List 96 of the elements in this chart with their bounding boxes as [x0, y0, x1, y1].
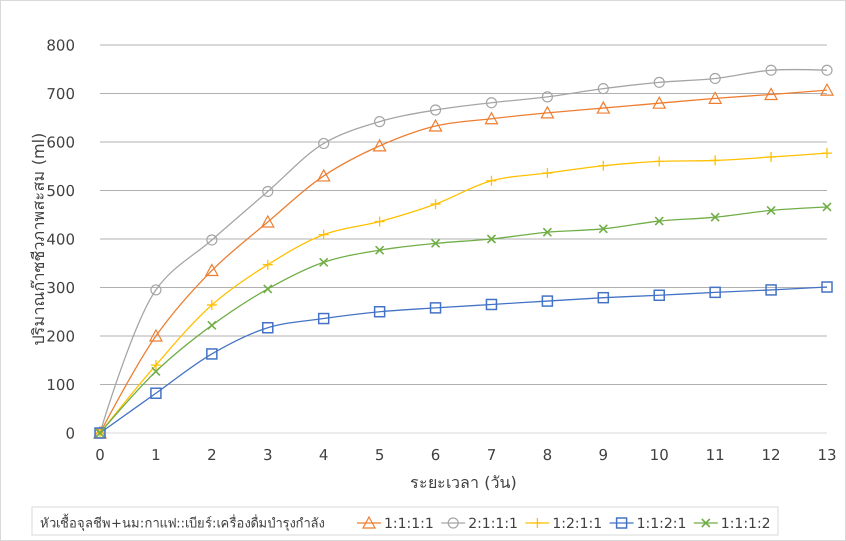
point — [486, 234, 496, 244]
point — [150, 387, 162, 399]
legend-label: 2:1:1:1 — [468, 516, 518, 532]
point — [822, 202, 832, 212]
point — [486, 298, 498, 310]
point — [821, 281, 833, 293]
legend-label: 1:1:2:1 — [636, 516, 686, 532]
point — [430, 302, 442, 314]
legend-label: 1:1:1:2 — [720, 516, 771, 532]
point — [765, 64, 777, 76]
point — [430, 104, 442, 116]
point — [542, 91, 553, 102]
point — [150, 359, 162, 371]
x-tick-label: 9 — [598, 446, 608, 464]
y-tick-label: 0 — [65, 424, 75, 442]
point — [373, 139, 386, 152]
point — [709, 286, 721, 298]
y-tick-label: 600 — [46, 133, 75, 152]
point — [821, 148, 833, 159]
point — [654, 216, 664, 226]
point — [654, 156, 665, 168]
point — [262, 322, 274, 334]
point — [150, 284, 162, 296]
y-tick-label: 800 — [46, 36, 75, 54]
point — [598, 224, 608, 234]
x-tick-label: 4 — [318, 446, 328, 464]
point — [262, 259, 274, 270]
point — [708, 92, 722, 104]
x-tick-label: 0 — [95, 446, 105, 464]
point — [598, 160, 609, 172]
point — [542, 227, 552, 238]
x-tick-label: 10 — [650, 446, 669, 464]
point — [206, 234, 218, 246]
point — [653, 290, 665, 302]
point — [318, 228, 330, 240]
point — [821, 64, 833, 76]
point — [484, 112, 498, 124]
point — [766, 206, 776, 216]
point — [596, 101, 610, 114]
y-tick-label: 100 — [46, 376, 75, 394]
y-tick-label: 400 — [46, 230, 75, 248]
x-tick-label: 1 — [151, 446, 161, 464]
point — [206, 299, 218, 311]
x-tick-label: 5 — [374, 446, 384, 464]
point — [428, 119, 442, 132]
point — [374, 306, 386, 318]
point — [206, 348, 218, 360]
point — [262, 186, 274, 198]
point — [598, 83, 609, 94]
point — [207, 320, 217, 330]
y-tick-label: 500 — [46, 182, 75, 200]
point — [262, 284, 273, 294]
legend-label: 1:1:1:1 — [384, 516, 434, 532]
point — [542, 295, 554, 307]
point — [486, 97, 498, 108]
point — [318, 138, 330, 150]
point — [149, 329, 163, 342]
point — [710, 72, 721, 84]
point — [430, 198, 442, 210]
point — [261, 215, 274, 228]
point — [318, 312, 330, 324]
point — [374, 245, 384, 255]
x-tick-label: 12 — [762, 446, 781, 464]
point — [151, 366, 161, 376]
x-tick-label: 2 — [207, 446, 217, 464]
y-tick-label: 300 — [46, 278, 75, 297]
x-tick-label: 11 — [706, 446, 725, 464]
x-tick-label: 7 — [486, 446, 496, 464]
y-tick-label: 700 — [46, 84, 75, 103]
point — [652, 96, 666, 109]
x-tick-label: 8 — [542, 446, 552, 464]
point — [540, 106, 554, 118]
point — [710, 154, 721, 166]
point — [374, 116, 386, 128]
point — [318, 257, 328, 268]
point — [820, 84, 834, 96]
x-tick-label: 3 — [262, 446, 273, 464]
point — [710, 212, 720, 222]
x-axis-title: ระยะเวลา (วัน) — [410, 473, 517, 492]
legend-label: 1:2:1:1 — [552, 516, 602, 532]
point — [205, 264, 218, 276]
point — [317, 169, 330, 182]
point — [542, 167, 554, 179]
point — [486, 175, 498, 186]
point — [430, 238, 440, 248]
y-axis-title: ปริมาณก๊าซชีวภาพสะสม (ml) — [29, 132, 48, 346]
point — [765, 284, 777, 296]
point — [654, 76, 665, 88]
y-tick-label: 200 — [46, 327, 75, 346]
x-tick-label: 13 — [817, 446, 837, 464]
legend-title: หัวเชื้อจุลชีพ+นม:กาแฟ::เบียร์:เครื่องดื่มบำรุงกำลัง — [40, 514, 324, 532]
point — [374, 216, 386, 228]
point — [765, 151, 777, 163]
point — [764, 88, 778, 100]
point — [598, 292, 610, 304]
x-tick-label: 6 — [430, 446, 440, 464]
